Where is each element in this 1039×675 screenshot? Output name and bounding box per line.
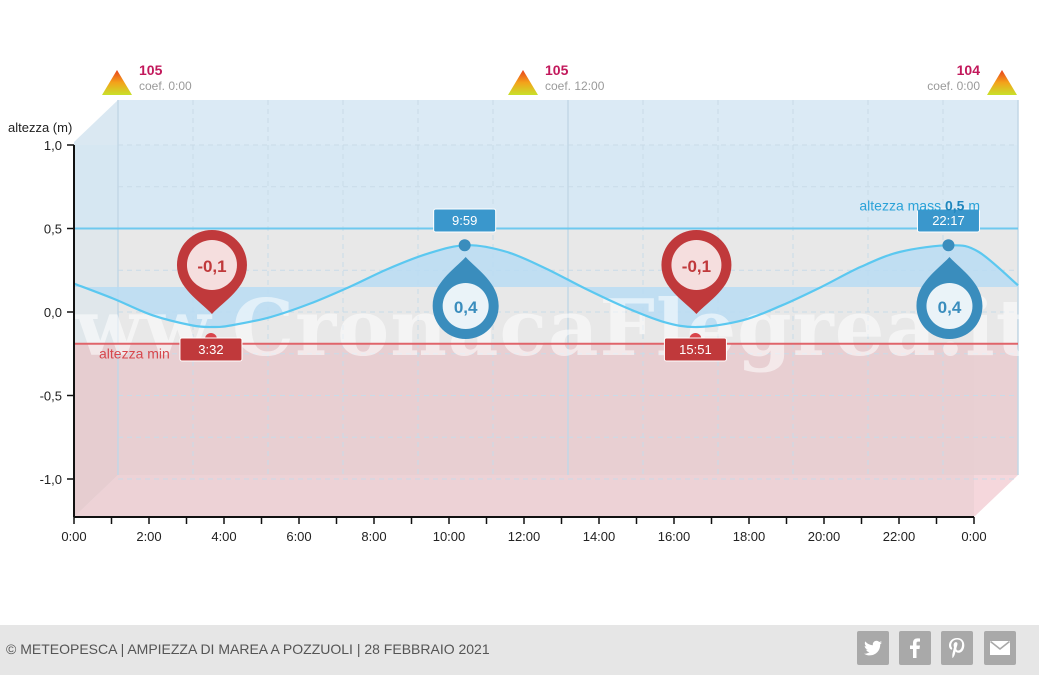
- footer: © METEOPESCA | AMPIEZZA DI MAREA A POZZU…: [0, 625, 1039, 675]
- high-tide-point: [942, 239, 955, 252]
- low-tide-time-box: [179, 337, 243, 362]
- coefficient-triangle-icon: [102, 70, 132, 95]
- coefficient-value: 105: [139, 62, 163, 78]
- low-tide-value: -0,1: [197, 257, 226, 276]
- y-tick-label: -0,5: [40, 389, 62, 404]
- coefficient-1: 105 coef. 0:00: [139, 62, 192, 94]
- twitter-icon: [864, 640, 882, 656]
- x-tick-label: 22:00: [883, 529, 916, 544]
- high-tide-value: 0,4: [454, 298, 478, 317]
- coefficient-label: coef. 12:00: [545, 79, 605, 93]
- low-tide-time: 3:32: [198, 342, 223, 357]
- low-tide-pin-face: [671, 240, 722, 290]
- coefficient-label: coef. 0:00: [927, 79, 980, 93]
- max-height-label: altezza mass 0,5 m: [859, 198, 980, 214]
- x-tick-label: 8:00: [361, 529, 386, 544]
- x-tick-label: 20:00: [808, 529, 841, 544]
- x-tick-label: 0:00: [961, 529, 986, 544]
- high-tide-pin-face: [926, 283, 973, 329]
- x-tick-label: 18:00: [733, 529, 766, 544]
- y-tick-label: 1,0: [44, 138, 62, 153]
- high-tide-time-box: [916, 208, 980, 233]
- facebook-share-button[interactable]: [899, 631, 931, 665]
- pinterest-icon: [949, 638, 965, 659]
- coefficient-3: 104 coef. 0:00: [927, 62, 980, 94]
- x-tick-label: 16:00: [658, 529, 691, 544]
- high-tide-pin-face: [442, 283, 489, 329]
- high-tide-value: 0,4: [938, 298, 962, 317]
- x-tick-label: 12:00: [508, 529, 541, 544]
- y-tick-label: 0,5: [44, 222, 62, 237]
- coefficient-label: coef. 0:00: [139, 79, 192, 93]
- coefficient-value: 104: [956, 62, 980, 78]
- coefficient-value: 105: [545, 62, 569, 78]
- x-tick-label: 10:00: [433, 529, 466, 544]
- pinterest-share-button[interactable]: [941, 631, 973, 665]
- footer-caption: © METEOPESCA | AMPIEZZA DI MAREA A POZZU…: [6, 641, 490, 657]
- low-zone-front: [74, 343, 974, 517]
- min-height-label: altezza min: [99, 346, 170, 362]
- high-tide-point: [458, 239, 471, 252]
- low-tide-time: 15:51: [679, 342, 712, 357]
- y-axis-title: altezza (m): [8, 120, 72, 135]
- high-tide-time: 22:17: [932, 213, 965, 228]
- coefficient-triangle-icon: [508, 70, 538, 95]
- facebook-icon: [910, 638, 920, 658]
- low-tide-time-box: [663, 337, 727, 362]
- x-tick-label: 14:00: [583, 529, 616, 544]
- tide-curve-line: [73, 244, 1019, 329]
- coefficient-2: 105 coef. 12:00: [545, 62, 604, 94]
- high-tide-time: 9:59: [452, 213, 477, 228]
- mail-share-button[interactable]: [984, 631, 1016, 665]
- low-tide-value: -0,1: [682, 257, 711, 276]
- high-tide-time-box: [433, 208, 497, 233]
- watermark-text: www.CronacaFlegrea.it: [6, 283, 1032, 374]
- coefficient-triangle-icon: [987, 70, 1017, 95]
- x-tick-label: 0:00: [61, 529, 86, 544]
- x-tick-label: 6:00: [286, 529, 311, 544]
- tide-area-fill: [74, 245, 1018, 328]
- y-tick-label: 0,0: [44, 305, 62, 320]
- low-tide-pin-face: [186, 240, 237, 290]
- x-tick-label: 4:00: [211, 529, 236, 544]
- twitter-share-button[interactable]: [857, 631, 889, 665]
- y-tick-label: -1,0: [40, 472, 62, 487]
- x-tick-label: 2:00: [136, 529, 161, 544]
- mail-icon: [990, 640, 1010, 655]
- tide-chart: www.CronacaFlegrea.it altezza (m) 1,0 0,5 0…: [6, 70, 1032, 544]
